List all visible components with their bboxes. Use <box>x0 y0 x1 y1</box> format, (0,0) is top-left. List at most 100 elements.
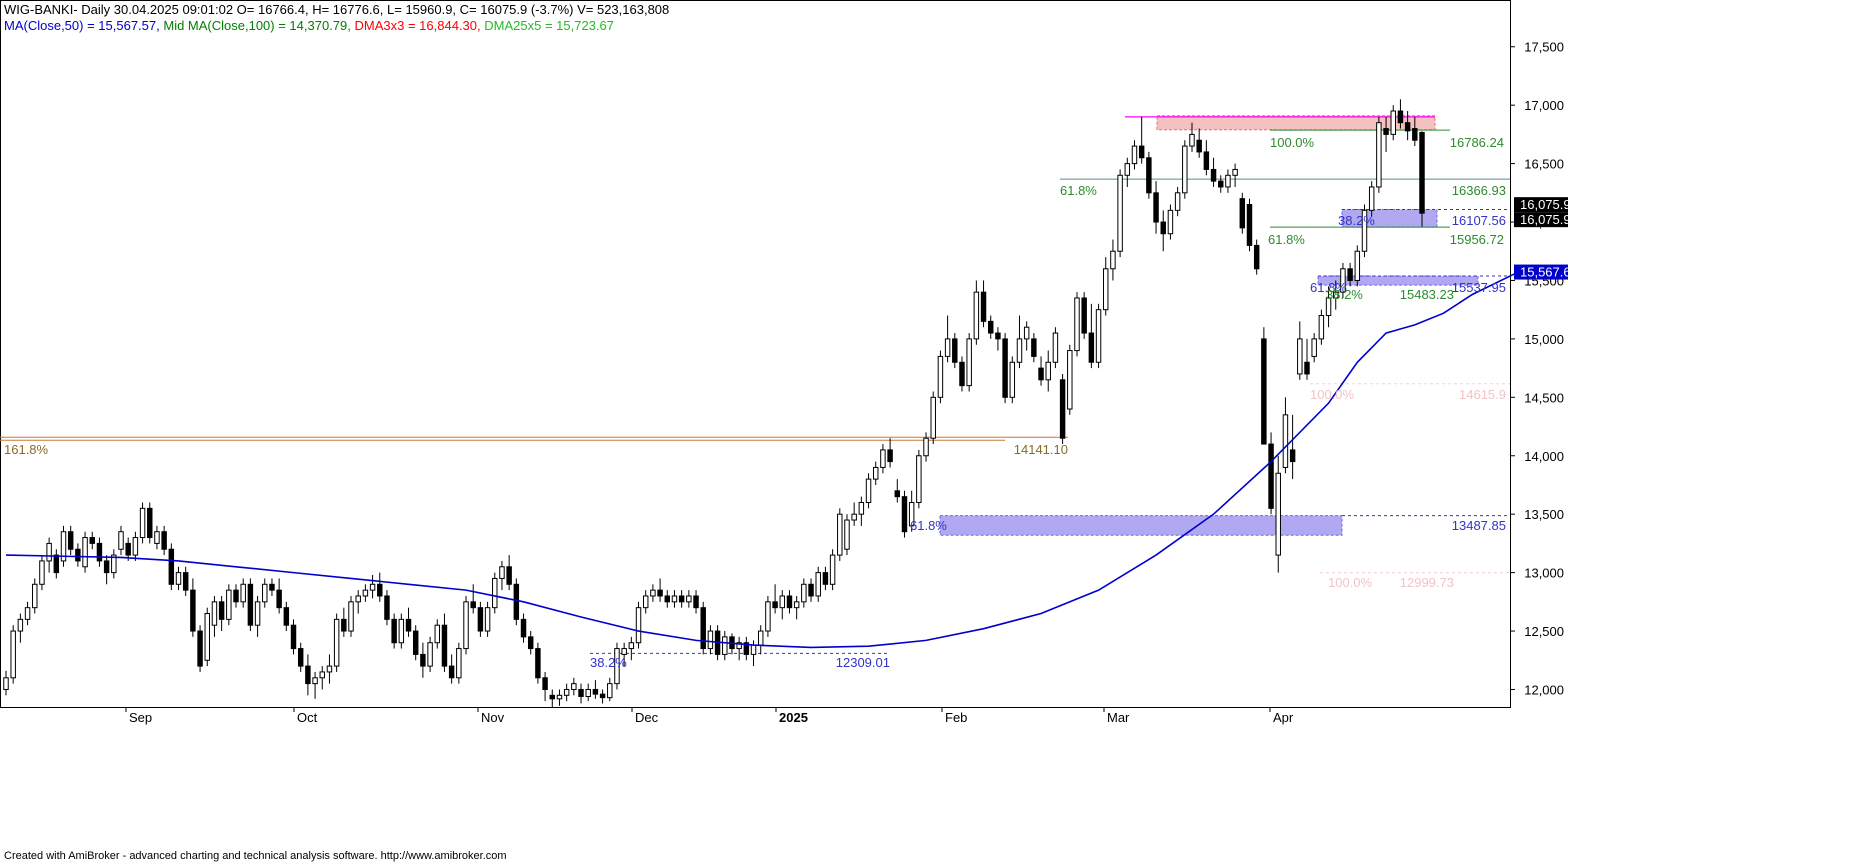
candle-body-up <box>369 583 376 591</box>
legend-ma50: MA(Close,50) = 15,567.57, <box>4 18 160 33</box>
candle <box>312 671 318 699</box>
candle-body-down <box>1146 157 1152 194</box>
candle-body-up <box>671 595 678 603</box>
candle <box>67 525 74 556</box>
y-tick-label: 12,500 <box>1524 624 1564 639</box>
candle-body-up <box>1174 192 1181 211</box>
candle-body-down <box>1088 332 1095 363</box>
candle <box>959 356 965 392</box>
candle-body-up <box>1325 297 1332 317</box>
candle-body-down <box>297 648 304 667</box>
annotation-labels: 161.8% 14141.10 61.8% 16366.93 100.0% 16786.2… <box>4 135 1506 670</box>
candle <box>1002 333 1008 404</box>
candle <box>1182 140 1188 199</box>
candle <box>808 578 814 602</box>
candle <box>463 595 469 655</box>
annotation-label: 13487.85 <box>1452 518 1506 533</box>
candle <box>765 595 771 637</box>
last-close-text-2: 16,075.9 <box>1520 212 1571 227</box>
candle <box>82 531 88 573</box>
candle <box>46 537 52 573</box>
candle <box>355 590 361 614</box>
candle-body-down <box>599 693 606 699</box>
candle <box>218 595 225 632</box>
candle-body-up <box>844 519 850 550</box>
candle <box>1074 292 1080 357</box>
candle-body-up <box>880 449 886 468</box>
last-close-tag: 16,075.916,075.9 <box>1514 197 1571 228</box>
candle-body-up <box>118 531 124 550</box>
candle-body-up <box>585 688 591 697</box>
candle-body-up <box>1376 122 1382 188</box>
candle-body-up <box>1282 414 1289 468</box>
candle-body-down <box>513 583 520 620</box>
candle <box>420 642 426 678</box>
candle <box>952 333 958 369</box>
candle <box>506 555 512 591</box>
candle <box>1031 333 1037 363</box>
candle-body-up <box>1275 472 1281 556</box>
candle-body-up <box>1009 361 1016 398</box>
candle <box>944 315 951 363</box>
candle-body-down <box>67 531 74 550</box>
candle-body-down <box>276 589 282 609</box>
candle <box>988 315 994 339</box>
candle-body-down <box>988 320 994 334</box>
candle-body-up <box>779 595 786 609</box>
annotation-label: 12309.01 <box>836 655 890 670</box>
candle-body-up <box>254 601 261 626</box>
candle <box>391 613 397 649</box>
candle <box>1289 414 1296 480</box>
y-tick-label: 12,000 <box>1524 682 1564 697</box>
candle <box>1088 303 1095 369</box>
candle-body-down <box>384 595 390 620</box>
candle-body-up <box>865 478 872 503</box>
candle <box>32 578 38 614</box>
annotation-label: 14141.10 <box>1014 442 1068 457</box>
candle <box>197 625 203 672</box>
candle <box>786 590 793 614</box>
candle <box>441 613 448 672</box>
candle <box>1218 175 1224 193</box>
candle <box>829 549 836 591</box>
candle <box>542 671 548 702</box>
candle-body-up <box>326 665 333 673</box>
candle-body-down <box>103 560 110 574</box>
candle <box>1203 140 1210 176</box>
candle <box>1383 116 1389 152</box>
x-tick-label: Nov <box>481 710 505 725</box>
candle-body-down <box>290 624 297 650</box>
candle-body-down <box>1031 338 1037 357</box>
annotation-label: 12999.73 <box>1400 575 1454 590</box>
candle <box>1095 303 1102 369</box>
candle-body-up <box>858 501 865 515</box>
candle <box>1246 198 1253 252</box>
annotation-label: 16366.93 <box>1452 183 1506 198</box>
candle <box>377 572 383 602</box>
y-tick-label: 14,500 <box>1524 390 1564 405</box>
candle <box>484 601 491 637</box>
candle <box>585 683 591 702</box>
candle-body-up <box>139 507 146 539</box>
candle-body-up <box>556 694 563 700</box>
annotation-label: 61.8% <box>910 518 947 533</box>
candle-body-up <box>1023 326 1030 340</box>
chart-background <box>0 0 1511 708</box>
candle <box>492 572 498 614</box>
candle <box>125 537 131 561</box>
y-tick-label: 16,500 <box>1524 157 1564 172</box>
candle <box>844 514 850 556</box>
y-tick-label: 13,500 <box>1524 507 1564 522</box>
y-tick-label: 17,000 <box>1524 98 1564 113</box>
credit-text: Created with AmiBroker - advanced charti… <box>4 850 507 862</box>
candle-body-up <box>39 560 45 585</box>
x-tick-label: 2025 <box>779 710 808 725</box>
candle-body-up <box>801 583 807 603</box>
candle-body-down <box>1419 131 1425 214</box>
candle <box>1138 116 1145 164</box>
candle-body-down <box>1160 221 1166 235</box>
candle <box>139 502 146 544</box>
candle-body-up <box>1311 338 1317 357</box>
candle <box>1210 157 1217 187</box>
